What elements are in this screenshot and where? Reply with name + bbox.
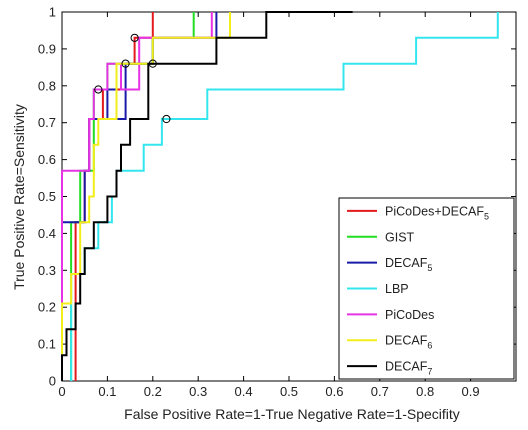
y-tick-label: 0.1: [38, 337, 56, 352]
legend-label: GIST: [385, 230, 415, 244]
x-tick-label: 0.2: [144, 384, 162, 399]
legend-label-subscript: 6: [427, 341, 432, 351]
marker-group: [94, 33, 171, 124]
x-tick-label: 0.6: [325, 384, 343, 399]
y-tick-label: 0.4: [38, 226, 56, 241]
x-tick-label: 0.3: [189, 384, 207, 399]
legend-label: DECAF5: [385, 256, 432, 273]
y-tick-label: 0: [49, 374, 56, 389]
operating-point-marker: [148, 59, 157, 68]
legend-label-subscript: 7: [427, 367, 432, 377]
y-tick-label: 0.8: [38, 78, 56, 93]
operating-point-marker: [94, 85, 103, 94]
series-line-decaf-7: [61, 11, 353, 381]
y-axis-label: True Positive Rate=Sensitivity: [11, 104, 27, 290]
x-tick-label: 0.1: [98, 384, 116, 399]
y-tick-label: 0.5: [38, 189, 56, 204]
legend-label: PiCoDes+DECAF5: [385, 204, 489, 221]
y-tick-label: 0.2: [38, 300, 56, 315]
series-line-decaf-6: [61, 12, 231, 381]
y-tick-label: 0.6: [38, 152, 56, 167]
x-tick-label: 0.7: [371, 384, 389, 399]
series-line-picodes: [61, 12, 213, 381]
legend-label: DECAF7: [385, 360, 432, 377]
tick-group: 0 0.1 0.2 0.3 0.4 0.5 0.6 0.7 0.8 0.9 0 0.1 0.2 0.3 0.…: [38, 5, 516, 399]
x-tick-label: 0.9: [462, 384, 480, 399]
operating-point-marker: [121, 59, 130, 68]
legend-label: PiCoDes: [385, 308, 434, 322]
y-tick-label: 0.7: [38, 115, 56, 130]
y-tick-label: 1: [49, 5, 56, 20]
x-axis-label: False Positive Rate=1-True Negative Rate…: [124, 406, 460, 422]
legend: PiCoDes+DECAF5 GIST DECAF5 LBP PiCoDes DECAF6…: [338, 197, 515, 380]
legend-label-subscript: 5: [427, 263, 432, 273]
legend-label-subscript: 5: [484, 211, 489, 221]
y-tick-label: 0.9: [38, 41, 56, 56]
y-tick-label: 0.3: [38, 263, 56, 278]
operating-point-marker: [130, 33, 139, 42]
x-tick-label: 0.8: [416, 384, 434, 399]
x-tick-label: 0.5: [280, 384, 298, 399]
operating-point-marker: [162, 114, 171, 124]
legend-label: LBP: [385, 282, 409, 296]
series-group: [61, 11, 499, 381]
x-tick-label: 0: [58, 384, 65, 399]
legend-label: DECAF6: [385, 334, 432, 351]
x-tick-label: 0.4: [235, 384, 253, 399]
